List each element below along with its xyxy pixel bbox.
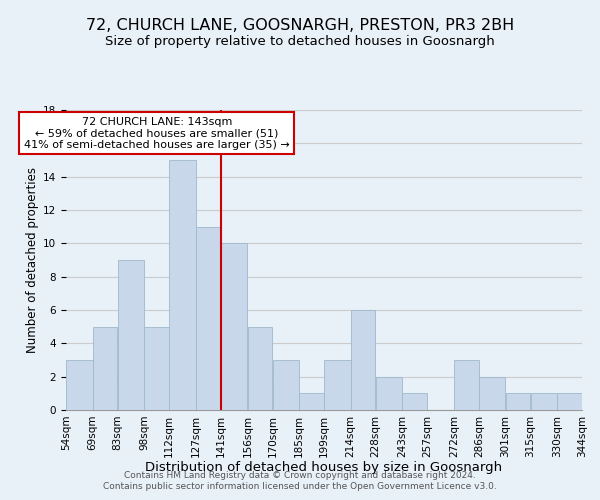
Text: Size of property relative to detached houses in Goosnargh: Size of property relative to detached ho… [105, 35, 495, 48]
Bar [376, 376, 402, 410]
Text: Contains HM Land Registry data © Crown copyright and database right 2024.: Contains HM Land Registry data © Crown c… [124, 471, 476, 480]
Bar [479, 376, 505, 410]
Bar [118, 260, 144, 410]
Text: Contains public sector information licensed under the Open Government Licence v3: Contains public sector information licen… [103, 482, 497, 491]
Bar [454, 360, 479, 410]
Bar [272, 360, 299, 410]
Bar [557, 394, 582, 410]
Bar [66, 360, 92, 410]
Bar [351, 310, 376, 410]
Text: 72, CHURCH LANE, GOOSNARGH, PRESTON, PR3 2BH: 72, CHURCH LANE, GOOSNARGH, PRESTON, PR3… [86, 18, 514, 32]
X-axis label: Distribution of detached houses by size in Goosnargh: Distribution of detached houses by size … [145, 461, 503, 474]
Bar [221, 244, 247, 410]
Bar [324, 360, 350, 410]
Y-axis label: Number of detached properties: Number of detached properties [26, 167, 39, 353]
Bar [530, 394, 557, 410]
Bar [299, 394, 324, 410]
Bar [169, 160, 196, 410]
Bar [506, 394, 530, 410]
Bar [93, 326, 118, 410]
Text: 72 CHURCH LANE: 143sqm
← 59% of detached houses are smaller (51)
41% of semi-det: 72 CHURCH LANE: 143sqm ← 59% of detached… [24, 116, 290, 150]
Bar [145, 326, 169, 410]
Bar [248, 326, 272, 410]
Bar [196, 226, 221, 410]
Bar [403, 394, 427, 410]
